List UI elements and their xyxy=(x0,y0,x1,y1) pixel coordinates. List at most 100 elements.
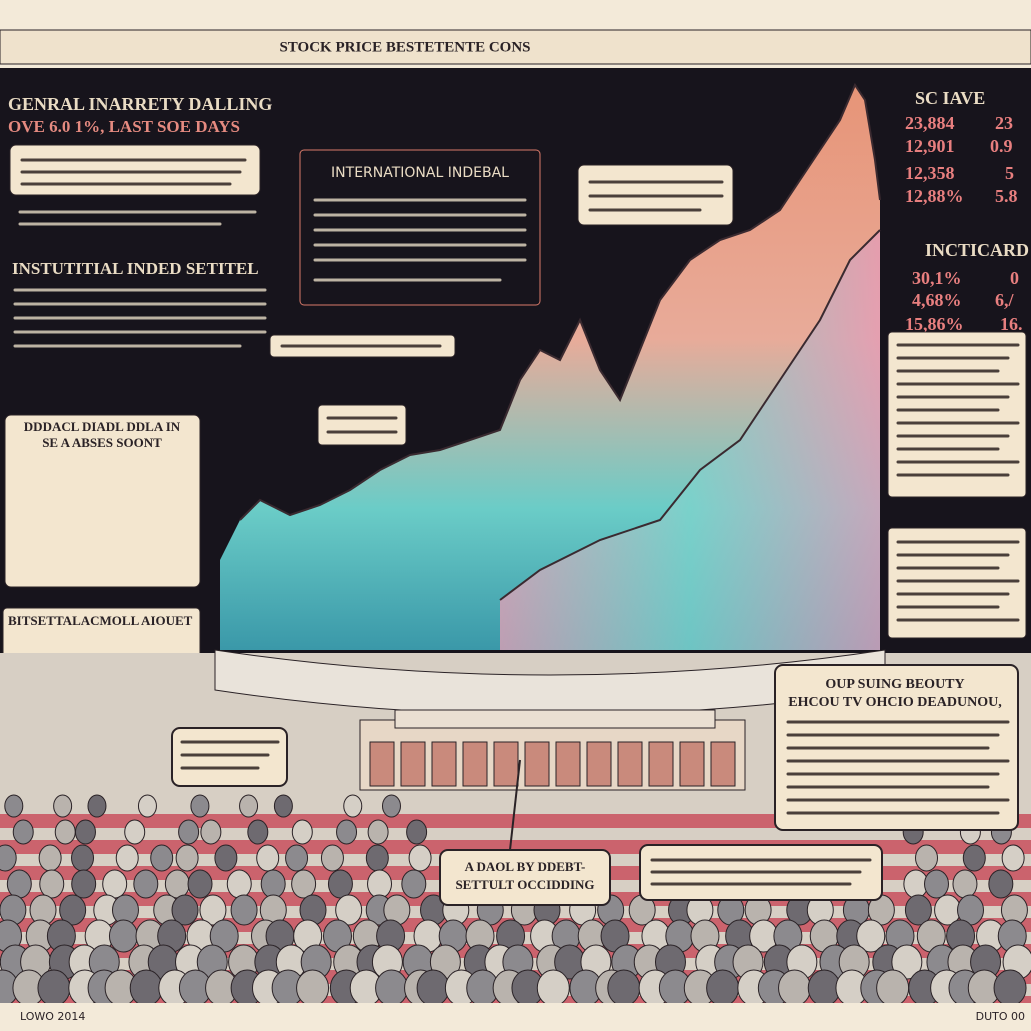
stage-panel xyxy=(679,741,705,787)
audience-head xyxy=(129,969,163,1007)
audience-head xyxy=(230,894,258,926)
audience-head xyxy=(4,794,24,818)
audience-head xyxy=(273,794,293,818)
stage-sign xyxy=(394,709,716,729)
audience-head xyxy=(416,969,450,1007)
audience-head xyxy=(171,894,199,926)
audience-head xyxy=(59,894,87,926)
audience-head xyxy=(924,869,950,899)
callout xyxy=(317,404,407,446)
audience-head xyxy=(102,869,128,899)
audience-head xyxy=(74,819,96,845)
footer xyxy=(0,1003,1031,1031)
stage-panel xyxy=(524,741,550,787)
audience-head xyxy=(6,869,32,899)
audience-head xyxy=(178,819,200,845)
stage-panel xyxy=(617,741,643,787)
audience-head xyxy=(124,819,146,845)
price-line xyxy=(239,82,881,521)
bubble-title: OUP SUING BEOUTY xyxy=(825,677,964,692)
stat-value: 0 xyxy=(1010,268,1019,288)
audience-head xyxy=(778,969,812,1007)
stage-panel xyxy=(586,741,612,787)
audience-head xyxy=(53,794,73,818)
stat-value: 23,884 xyxy=(905,113,955,133)
audience-head xyxy=(915,844,939,872)
audience-head xyxy=(706,969,740,1007)
audience-head xyxy=(214,844,238,872)
stage-panel xyxy=(710,741,736,787)
audience-head xyxy=(164,869,190,899)
box-title: SE A ABSES SOONT xyxy=(42,435,162,450)
note-box xyxy=(887,331,1027,498)
audience-head xyxy=(291,869,317,899)
audience-head xyxy=(904,894,932,926)
box-title: BITSETTALACMOLL AIOUET xyxy=(8,613,193,628)
stat-value: 6,/ xyxy=(995,290,1015,310)
stage-panel xyxy=(400,741,426,787)
footer-right: DUTO 00 xyxy=(976,1010,1025,1023)
panel-title: GENRAL INARRETY DALLING xyxy=(8,94,272,114)
bubble-title: SETTULT OCCIDDING xyxy=(455,877,594,892)
audience-head xyxy=(856,919,886,953)
audience-head xyxy=(367,819,389,845)
box-title: DDDACL DIADL DDLA IN xyxy=(24,419,181,434)
audience-head xyxy=(239,794,259,818)
stat-value: 15,86% xyxy=(905,314,964,334)
note-box xyxy=(9,144,261,196)
box-title: INTERNATIONAL INDEBAL xyxy=(331,165,509,181)
stage-panel xyxy=(369,741,395,787)
stage-panel xyxy=(493,741,519,787)
audience-head xyxy=(367,869,393,899)
audience-head xyxy=(993,969,1027,1007)
price-chart xyxy=(220,82,881,650)
audience-head xyxy=(87,794,107,818)
stats-heading: SC IAVE xyxy=(915,88,985,108)
info-box xyxy=(299,149,541,306)
audience-head xyxy=(137,794,157,818)
audience-head xyxy=(187,869,213,899)
audience-head xyxy=(952,869,978,899)
audience-head xyxy=(200,819,222,845)
audience-head xyxy=(291,819,313,845)
audience-head xyxy=(375,969,409,1007)
speech-bubble xyxy=(439,849,611,906)
audience-head xyxy=(115,844,139,872)
audience-head xyxy=(71,844,95,872)
audience-head xyxy=(381,794,401,818)
audience-head xyxy=(807,969,841,1007)
stage-panel xyxy=(462,741,488,787)
audience-head xyxy=(962,844,986,872)
audience-head xyxy=(190,794,210,818)
audience-head xyxy=(175,844,199,872)
audience-head xyxy=(876,969,910,1007)
stage-panel xyxy=(648,741,674,787)
audience-head xyxy=(71,869,97,899)
footer-left: LOWO 2014 xyxy=(20,1010,85,1023)
audience-head xyxy=(38,844,62,872)
audience-head xyxy=(54,819,76,845)
stat-value: 23 xyxy=(995,113,1013,133)
audience-head xyxy=(327,869,353,899)
audience-head xyxy=(199,894,227,926)
audience-head xyxy=(260,869,286,899)
audience-head xyxy=(0,844,17,872)
lower-area xyxy=(500,230,880,650)
stage-panel xyxy=(555,741,581,787)
panel-subtitle: OVE 6.0 1%, LAST SOE DAYS xyxy=(8,117,240,136)
audience-head xyxy=(37,969,71,1007)
audience-head xyxy=(320,844,344,872)
audience-head xyxy=(285,844,309,872)
stats-heading: INCTICARD xyxy=(925,240,1029,260)
stat-value: 12,88% xyxy=(905,186,964,206)
audience-head xyxy=(607,969,641,1007)
audience-head xyxy=(256,844,280,872)
stat-value: 5.8 xyxy=(995,186,1018,206)
stage-panel xyxy=(431,741,457,787)
stat-value: 12,358 xyxy=(905,163,955,183)
audience-head xyxy=(133,869,159,899)
audience-head xyxy=(343,794,363,818)
lower-line xyxy=(499,229,881,601)
stat-value: 5 xyxy=(1005,163,1014,183)
